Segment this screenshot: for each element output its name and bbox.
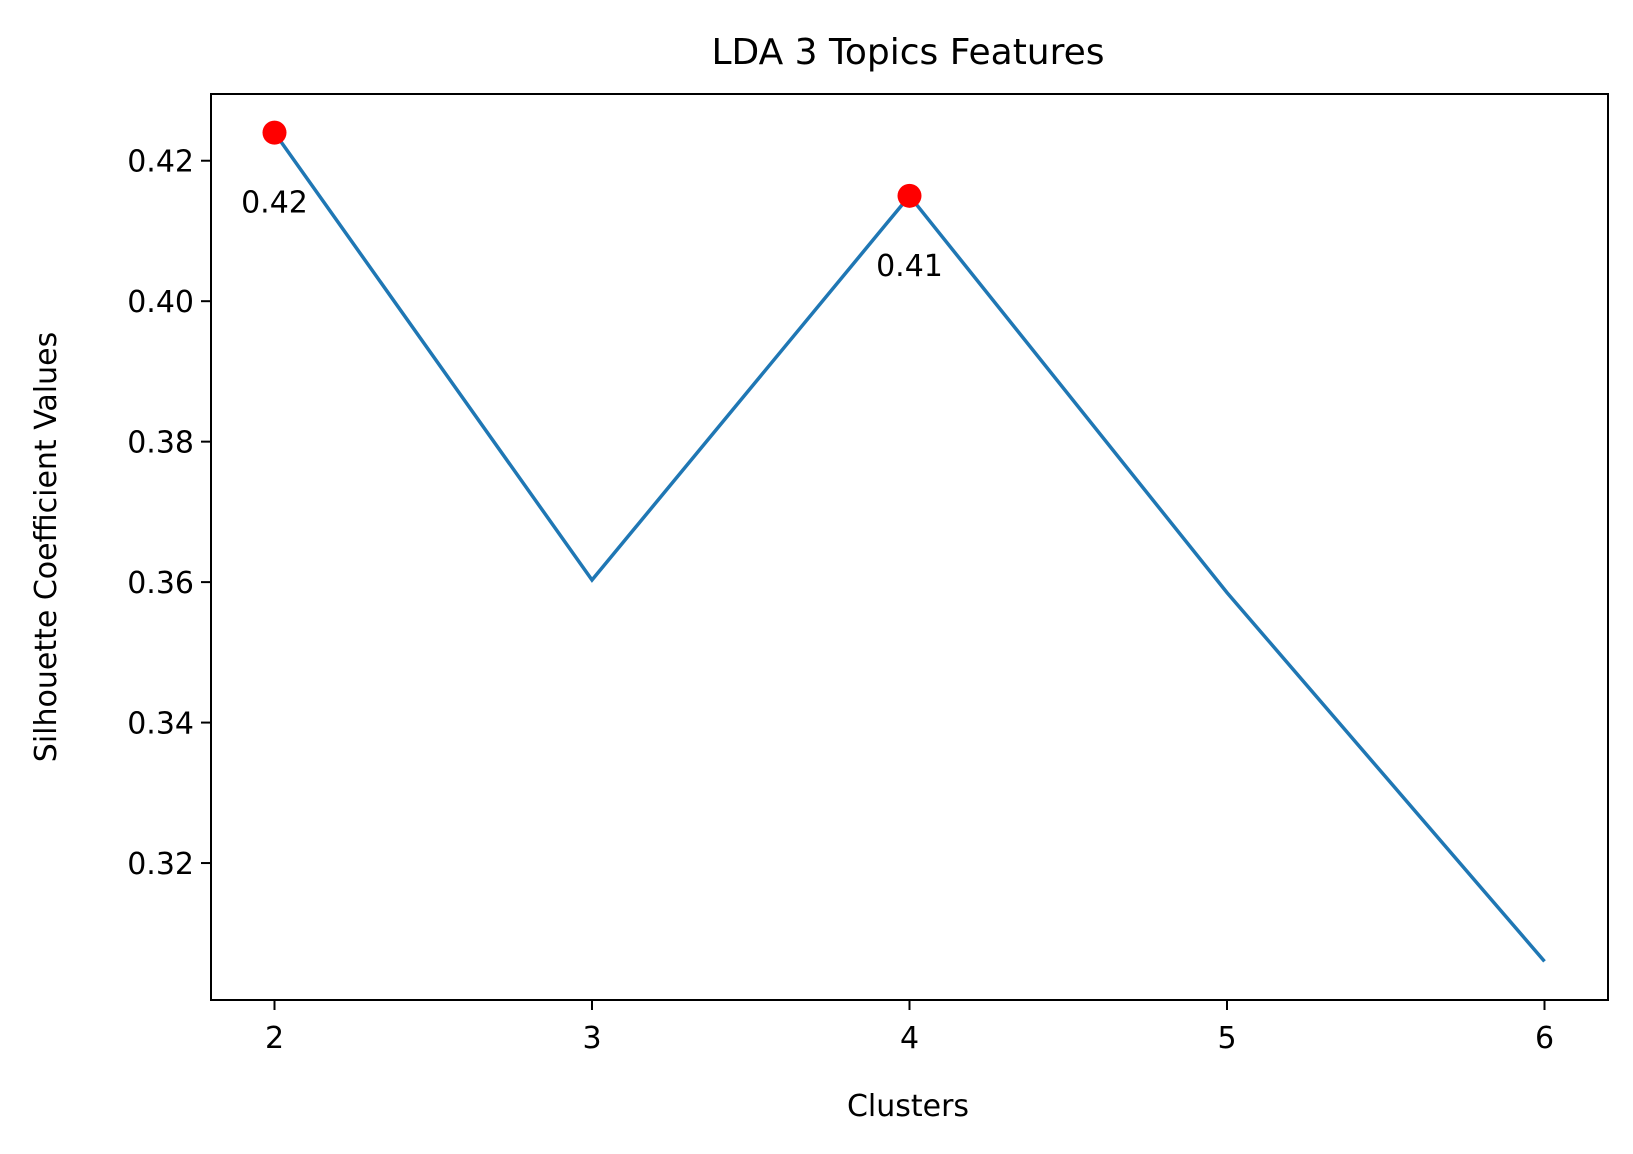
x-axis: 2 3 4 5 6 [265,1000,1554,1056]
highlight-point [262,120,287,145]
y-tick-label: 0.32 [127,847,194,882]
x-axis-label: Clusters [847,1089,969,1124]
y-tick-label: 0.36 [127,566,194,601]
x-tick-label: 2 [265,1021,284,1056]
point-annotation: 0.42 [241,186,308,221]
x-tick-label: 6 [1535,1021,1554,1056]
highlight-point [897,183,922,208]
y-axis-label: Silhouette Coefficient Values [29,332,64,762]
y-tick-label: 0.38 [127,426,194,461]
y-tick-label: 0.40 [127,285,194,320]
point-annotation: 0.41 [876,249,943,284]
chart-title: LDA 3 Topics Features [711,32,1104,73]
y-tick-label: 0.34 [127,707,194,742]
x-tick-label: 4 [900,1021,919,1056]
x-tick-label: 3 [582,1021,601,1056]
x-tick-label: 5 [1217,1021,1236,1056]
plot-area: 0.42 0.41 [241,120,1546,963]
y-tick-label: 0.42 [127,145,194,180]
y-axis: 0.32 0.34 0.36 0.38 0.40 0.42 [127,145,211,882]
